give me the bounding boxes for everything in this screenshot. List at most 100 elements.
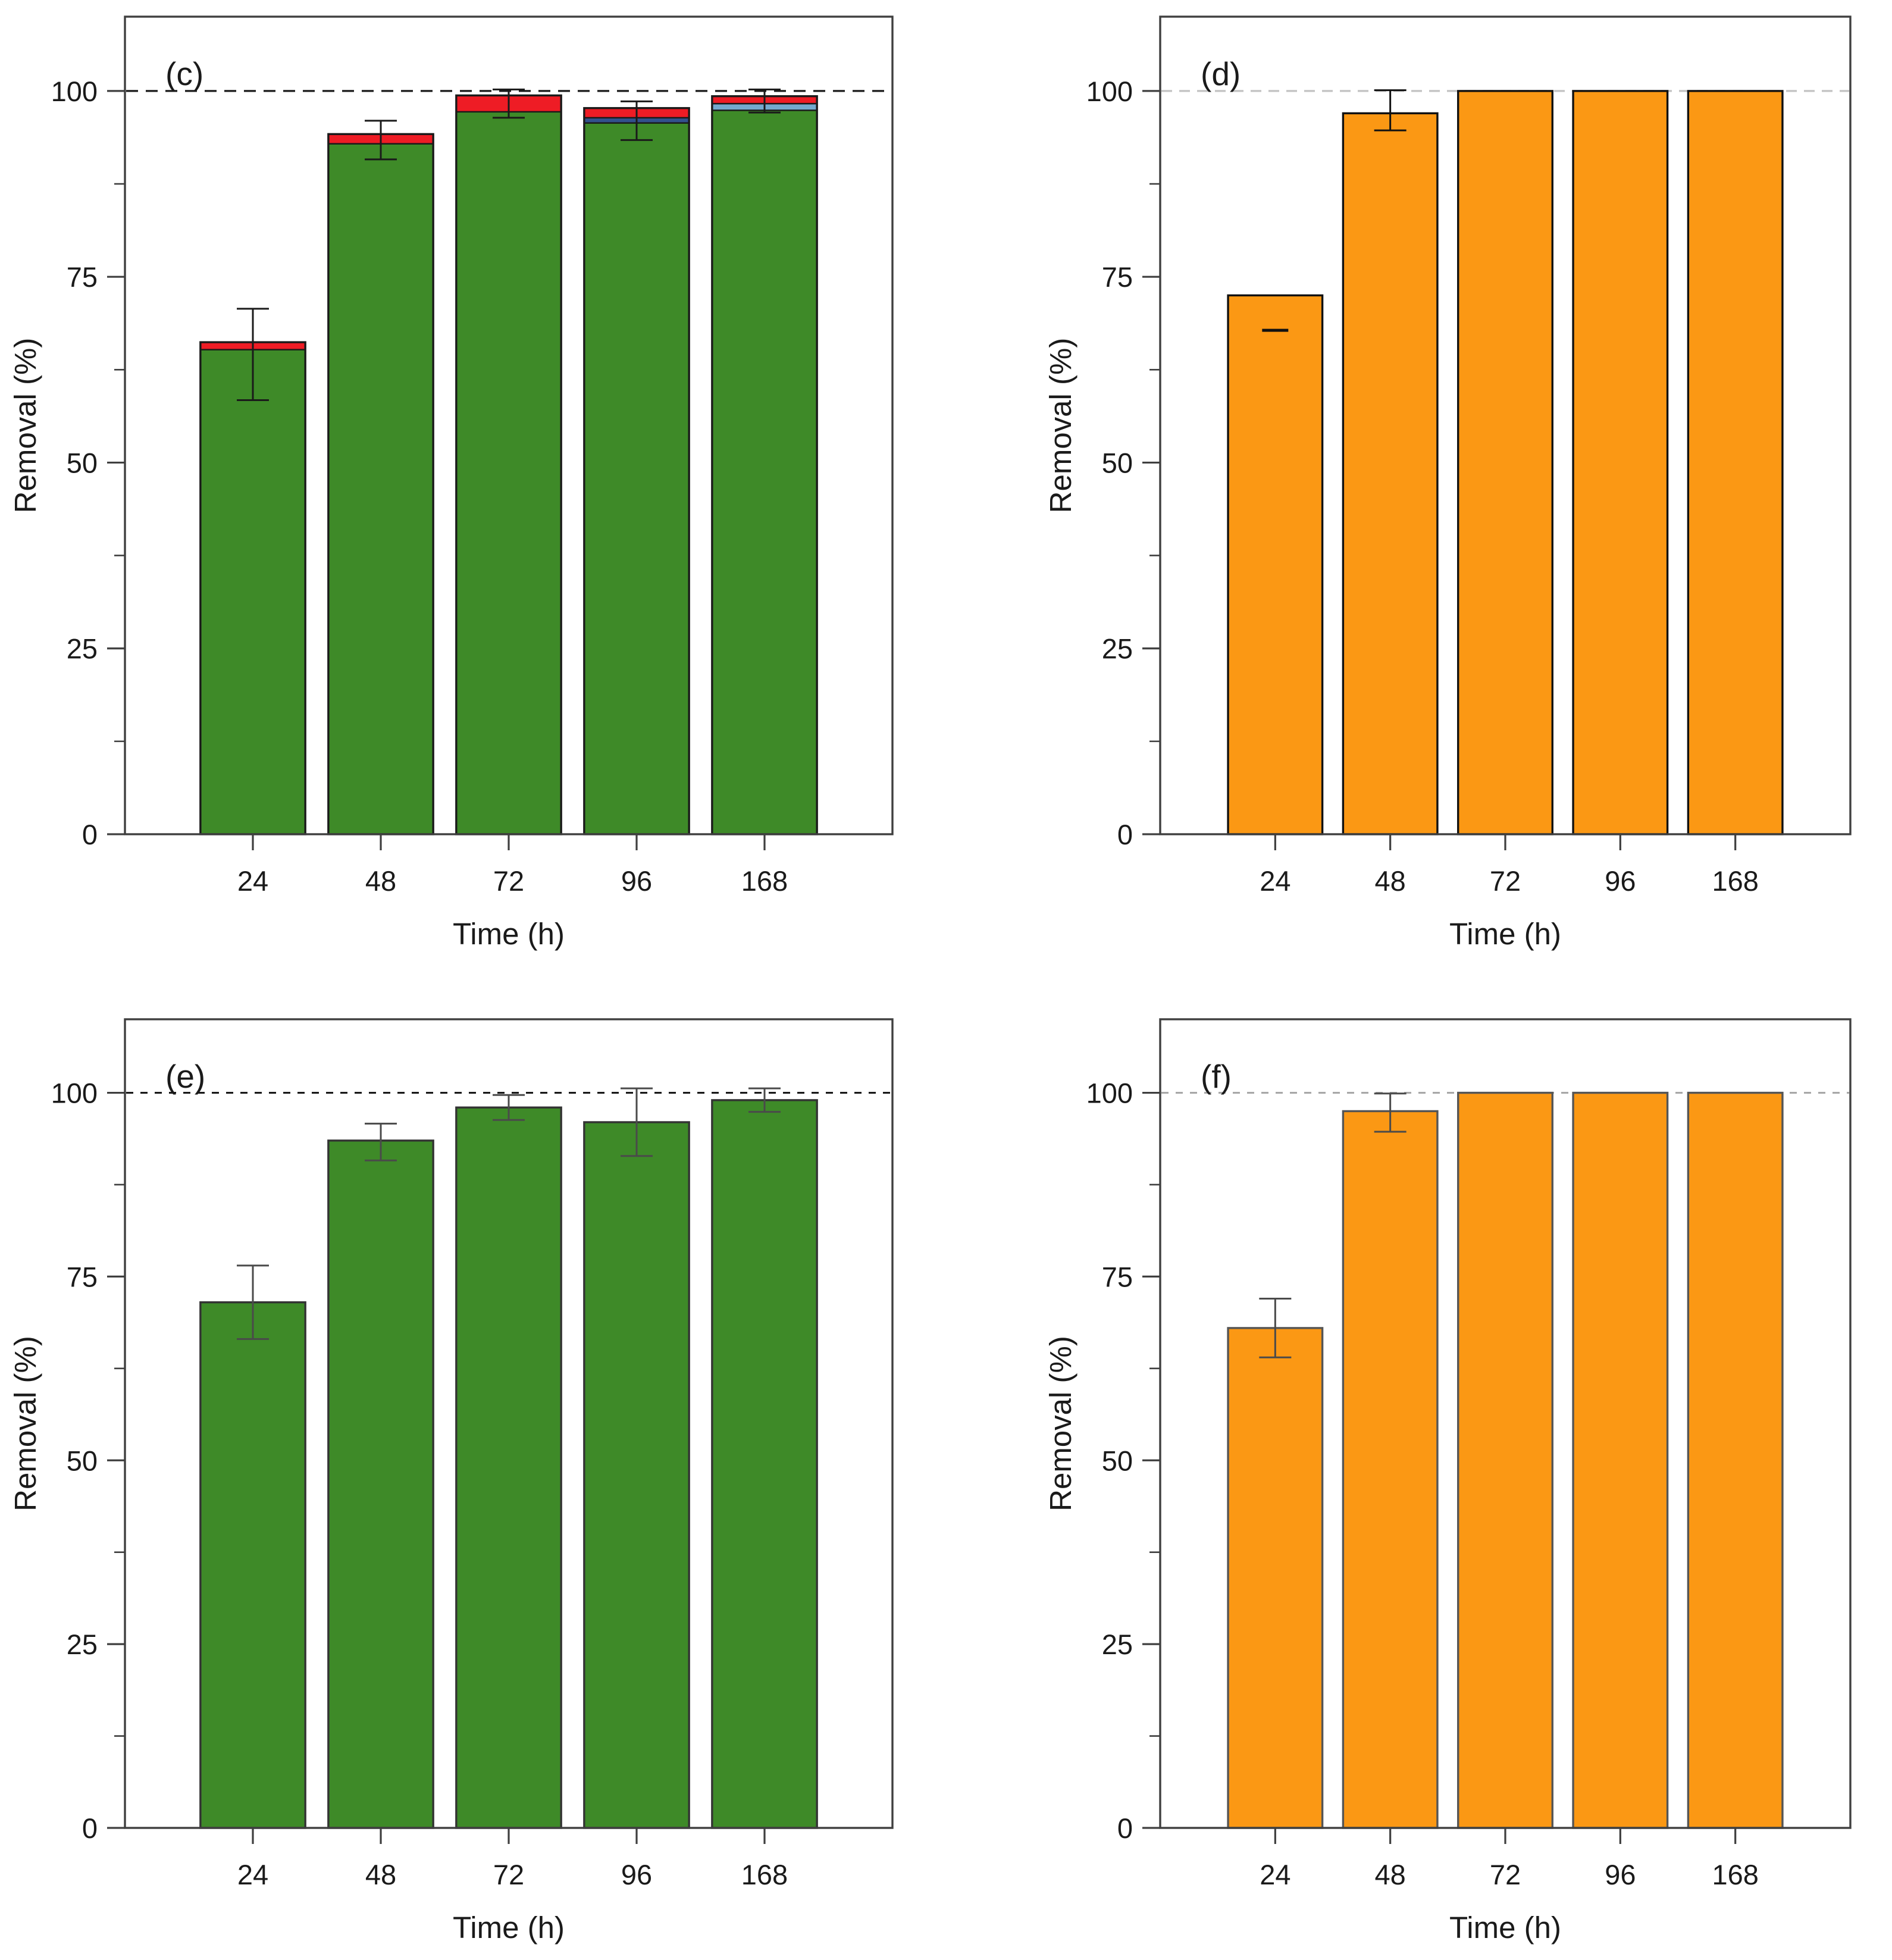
y-tick-label: 75	[67, 1261, 98, 1292]
y-axis-title: Removal (%)	[1044, 1336, 1077, 1511]
bar-168	[1687, 90, 1784, 835]
y-tick-label: 100	[1086, 1078, 1133, 1109]
bar-96	[583, 100, 690, 835]
error-bar-96	[621, 1087, 653, 1157]
x-tick-label: 48	[1375, 1859, 1406, 1890]
bar-segment-72-0	[1457, 1092, 1553, 1829]
error-bar-168	[748, 88, 781, 114]
bar-segment-96-0	[583, 1121, 690, 1829]
bar-24	[1227, 294, 1324, 835]
bar-segment-168-0	[1687, 90, 1784, 835]
x-tick-label: 96	[1605, 1859, 1636, 1890]
y-tick-label: 100	[51, 76, 98, 107]
y-axis: 0 25 50 75 100	[51, 1078, 125, 1844]
x-tick-label: 24	[1260, 865, 1290, 897]
bar-168	[711, 1087, 818, 1829]
x-tick-label: 48	[365, 1859, 396, 1890]
error-bar-48	[1374, 89, 1407, 131]
bar-segment-24-0	[1227, 295, 1323, 835]
bars-group	[199, 1087, 818, 1829]
x-axis: 24 48 72 96 168	[237, 834, 788, 897]
x-axis-title: Time (h)	[453, 917, 565, 951]
bar-segment-48-0	[327, 1139, 434, 1829]
y-tick-label: 25	[1102, 633, 1133, 665]
y-tick-label: 0	[1117, 1812, 1133, 1844]
error-bar-24	[237, 308, 269, 402]
bar-48	[327, 120, 434, 835]
y-tick-label: 75	[67, 261, 98, 293]
bar-24	[1227, 1297, 1324, 1829]
x-tick-label: 72	[493, 1859, 524, 1890]
bar-96	[1572, 1091, 1669, 1829]
bars-group	[1227, 1091, 1784, 1829]
x-axis: 24 48 72 96 168	[1260, 834, 1759, 897]
y-tick-label: 0	[1117, 819, 1133, 850]
bar-72	[455, 88, 562, 835]
x-tick-label: 24	[237, 1859, 268, 1890]
bar-segment-168-0	[1687, 1092, 1784, 1829]
bar-48	[1342, 1092, 1439, 1829]
x-tick-label: 72	[493, 865, 524, 897]
error-bar-72	[493, 1094, 525, 1121]
x-tick-label: 72	[1490, 865, 1521, 897]
chart-e: 0 25 50 75 100 24 48 72 96 168 Time (h) Removal (%)…	[8, 1018, 894, 1945]
x-axis-title: Time (h)	[1449, 917, 1561, 951]
chart-c: 0 25 50 75 100 24 48 72 96 168 Time (h) Removal (%)…	[8, 15, 894, 951]
y-tick-label: 50	[67, 447, 98, 478]
bar-segment-168-0	[711, 109, 818, 835]
x-tick-label: 72	[1490, 1859, 1521, 1890]
x-axis: 24 48 72 96 168	[237, 1828, 788, 1890]
bar-segment-48-0	[1342, 112, 1439, 835]
y-tick-label: 0	[82, 819, 98, 850]
y-axis: 0 25 50 75 100	[51, 76, 125, 850]
bar-24	[199, 1264, 306, 1829]
x-axis-title: Time (h)	[1449, 1911, 1561, 1945]
bar-72	[1457, 90, 1553, 835]
bar-segment-96-0	[583, 122, 690, 835]
x-tick-label: 168	[1712, 1859, 1758, 1890]
bar-48	[1342, 89, 1439, 835]
y-axis-title: Removal (%)	[8, 338, 42, 514]
y-tick-label: 100	[51, 1078, 98, 1109]
y-axis: 0 25 50 75 100	[1086, 1078, 1160, 1844]
bar-segment-72-0	[1457, 90, 1553, 835]
bar-72	[1457, 1091, 1553, 1829]
y-tick-label: 50	[1102, 1445, 1133, 1476]
bar-96	[583, 1087, 690, 1829]
bar-24	[199, 308, 306, 835]
y-tick-label: 0	[82, 1812, 98, 1844]
panel-c: 0 25 50 75 100 24 48 72 96 168 Time (h) Removal (%)…	[0, 0, 946, 980]
panel-e: 0 25 50 75 100 24 48 72 96 168 Time (h) Removal (%)…	[0, 980, 946, 1960]
panel-f: 0 25 50 75 100 24 48 72 96 168 Time (h) Removal (%)…	[946, 980, 1892, 1960]
y-tick-label: 25	[1102, 1629, 1133, 1660]
bar-168	[1687, 1091, 1784, 1829]
bar-segment-96-0	[1572, 90, 1668, 835]
y-tick-label: 100	[1086, 76, 1133, 107]
error-bar-168	[748, 1087, 781, 1113]
error-bar-96	[621, 100, 653, 141]
error-bar-72	[493, 88, 525, 119]
bar-segment-24-0	[199, 1301, 306, 1829]
bars-group	[199, 88, 818, 835]
y-tick-label: 25	[67, 633, 98, 665]
error-bar-48	[365, 1122, 397, 1161]
x-tick-label: 168	[741, 865, 788, 897]
bar-segment-48-0	[1342, 1110, 1439, 1829]
x-tick-label: 48	[1375, 865, 1406, 897]
panel-letter: (c)	[165, 55, 203, 92]
x-tick-label: 168	[1712, 865, 1758, 897]
panel-d: 0 25 50 75 100 24 48 72 96 168 Time (h) Removal (%)…	[946, 0, 1892, 980]
bar-segment-24-0	[199, 349, 306, 835]
bar-72	[455, 1094, 562, 1829]
bar-segment-72-0	[455, 1107, 562, 1829]
y-tick-label: 50	[67, 1445, 98, 1476]
bar-48	[327, 1122, 434, 1829]
y-axis: 0 25 50 75 100	[1086, 76, 1160, 850]
y-tick-label: 75	[1102, 261, 1133, 293]
y-axis-title: Removal (%)	[1044, 338, 1077, 514]
y-tick-label: 50	[1102, 447, 1133, 478]
x-tick-label: 96	[1605, 865, 1636, 897]
bar-segment-168-0	[711, 1099, 818, 1829]
bars-group	[1227, 89, 1784, 835]
